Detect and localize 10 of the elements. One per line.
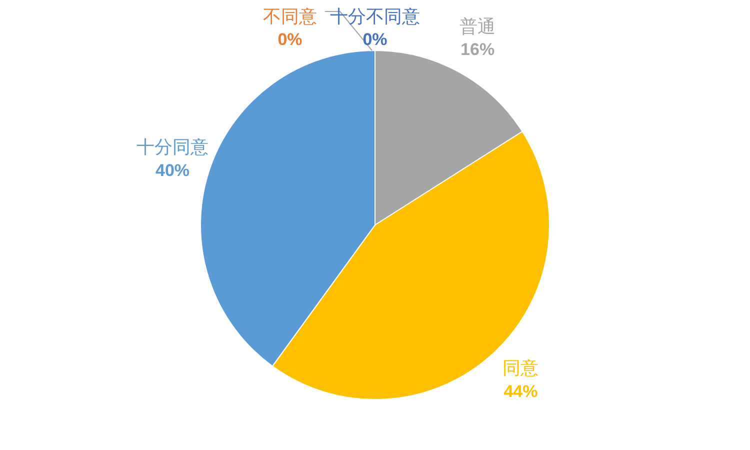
data-label: 40% bbox=[156, 160, 190, 180]
slice-label: 普通 bbox=[460, 16, 496, 36]
slice-label: 同意 bbox=[502, 358, 539, 378]
data-label: 16% bbox=[460, 40, 495, 60]
category-label: 十分不同意 bbox=[330, 6, 420, 26]
text: 0% bbox=[362, 30, 388, 50]
category-label: 不同意 bbox=[263, 6, 317, 26]
slice-label: 十分同意 bbox=[136, 137, 209, 158]
text: 0% bbox=[278, 30, 302, 50]
data-label: 44% bbox=[504, 382, 538, 401]
